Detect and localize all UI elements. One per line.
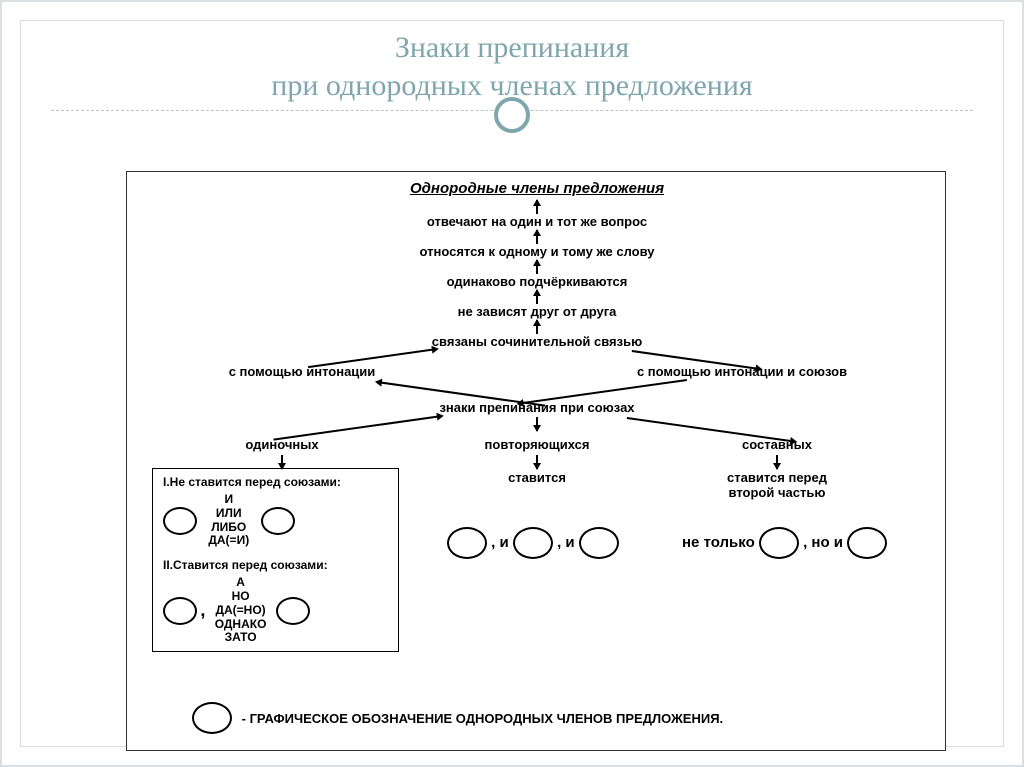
legend-text: - ГРАФИЧЕСКОЕ ОБОЗНАЧЕНИЕ ОДНОРОДНЫХ ЧЛЕ… [242,711,724,726]
pattern-compound: не только , но и [682,527,887,559]
node-prop-4: связаны сочинительной связью [432,334,642,349]
arrow-icon [281,455,283,469]
node-prop-1: относятся к одному и тому же слову [420,244,655,259]
node-col2: повторяющихся [485,437,590,452]
page-title: Знаки препинания при однородных членах п… [21,21,1003,104]
oval-icon [513,527,553,559]
rules2-conj: А НО ДА(=НО) ОДНАКО ЗАТО [215,576,267,645]
oval-icon [163,597,197,625]
pattern-sep: , и [491,534,513,551]
oval-icon [276,597,310,625]
col3-sub-line2: второй частью [729,485,826,500]
node-col2-sub: ставится [508,470,566,485]
oval-icon [759,527,799,559]
node-branch-right: с помощью интонации и союзов [637,364,847,379]
slide: Знаки препинания при однородных членах п… [0,0,1024,767]
node-branch-left: с помощью интонации [229,364,376,379]
legend: - ГРАФИЧЕСКОЕ ОБОЗНАЧЕНИЕ ОДНОРОДНЫХ ЧЛЕ… [192,702,723,734]
arrow-icon [536,455,538,469]
oval-icon [579,527,619,559]
divider [51,110,973,111]
oval-icon [261,507,295,535]
node-col3: составных [742,437,812,452]
rules1-conj: И ИЛИ ЛИБО ДА(=И) [208,493,249,548]
arrow-icon [536,260,538,274]
arrow-icon [536,320,538,334]
node-col1: одиночных [245,437,318,452]
diagram-heading: Однородные члены предложения [410,180,664,197]
arrow-icon [536,290,538,304]
rules-box: I.Не ставится перед союзами: И ИЛИ ЛИБО … [152,468,399,652]
oval-icon [163,507,197,535]
title-line1: Знаки препинания [395,31,629,64]
compound-b: , но и [803,534,843,551]
diagram: Однородные члены предложения отвечают на… [126,171,946,751]
arrow-icon [776,455,778,469]
divider-ornament-icon [494,97,530,133]
arrow-icon [536,417,538,431]
oval-icon [847,527,887,559]
node-prop-0: отвечают на один и тот же вопрос [427,214,647,229]
rules-title1: I.Не ставится перед союзами: [163,475,388,489]
node-sub-center: знаки препинания при союзах [439,400,634,415]
node-col3-sub: ставится перед второй частью [697,470,857,500]
arrow-icon [536,200,538,214]
pattern-repeating: , и , и [447,527,619,559]
rules-title2: II.Ставится перед союзами: [163,558,388,572]
inner-frame: Знаки препинания при однородных членах п… [20,20,1004,747]
node-prop-2: одинаково подчёркиваются [447,274,628,289]
pattern-sep: , и [557,534,579,551]
arrow-icon [536,230,538,244]
col3-sub-line1: ставится перед [727,470,827,485]
compound-a: не только [682,534,755,551]
oval-icon [192,702,232,734]
oval-icon [447,527,487,559]
node-prop-3: не зависят друг от друга [458,304,617,319]
